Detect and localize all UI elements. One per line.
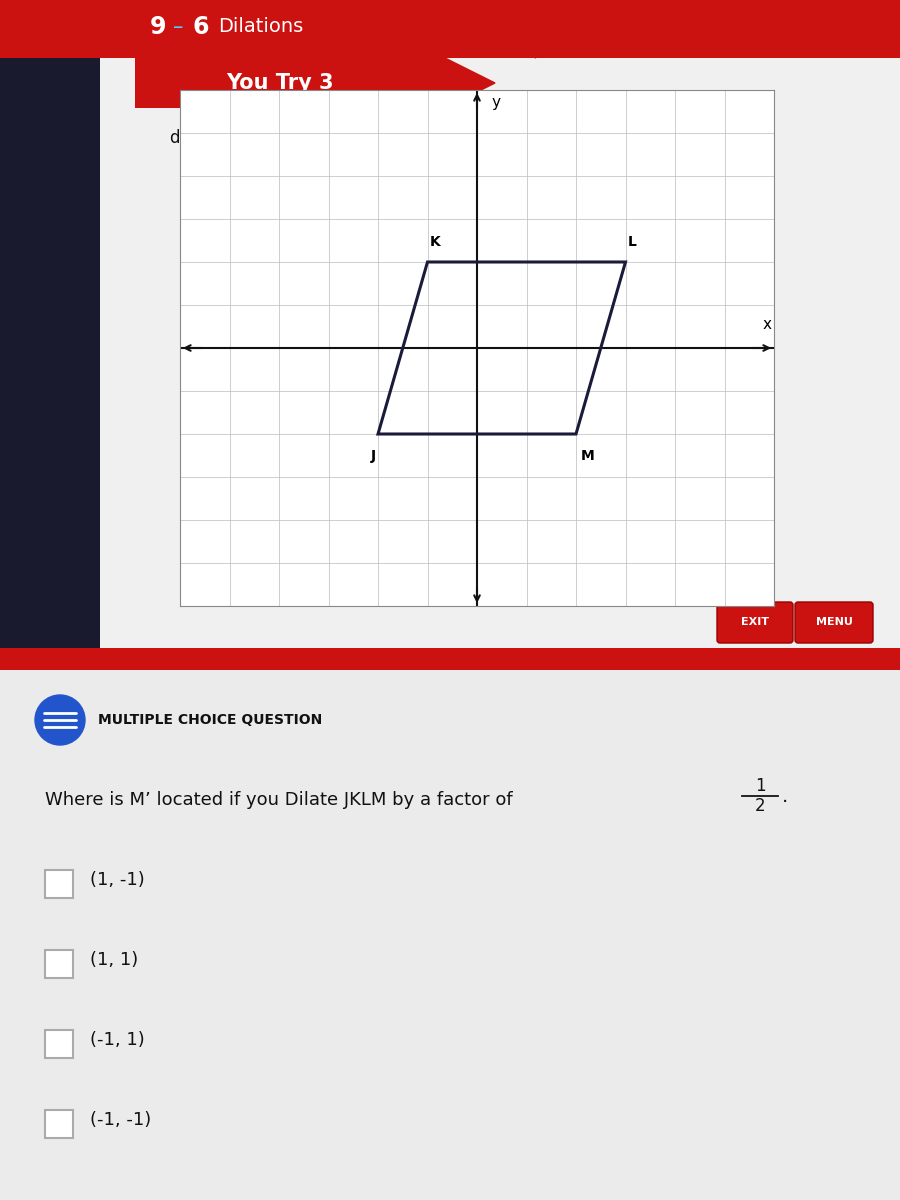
Text: 1: 1 [302,115,313,133]
Bar [0,0,100,648]
Bar [135,58,445,108]
Bar [45,1110,73,1138]
Text: EXIT: EXIT [741,617,769,626]
Text: 9: 9 [150,14,166,38]
Text: 1: 1 [755,778,765,794]
Bar [0,0,900,58]
Polygon shape [445,58,495,108]
Bar [45,870,73,898]
Text: Dilations: Dilations [218,18,303,36]
Text: MULTIPLE CHOICE QUESTION: MULTIPLE CHOICE QUESTION [98,713,322,727]
Text: (-1, -1): (-1, -1) [90,1111,151,1129]
Text: 2: 2 [755,797,765,815]
Circle shape [35,695,85,745]
Polygon shape [535,0,590,58]
Text: dilation of: dilation of [170,128,253,146]
Text: M: M [581,449,595,463]
FancyBboxPatch shape [795,602,873,643]
Text: –: – [173,17,184,37]
Text: .: . [782,786,788,805]
Text: (1, 1): (1, 1) [90,950,139,970]
Text: K: K [430,235,441,250]
Text: 6: 6 [193,14,210,38]
Bar [45,950,73,978]
Bar [135,0,535,58]
Text: (1, -1): (1, -1) [90,871,145,889]
Text: You Try 3: You Try 3 [226,73,334,92]
Bar [45,1030,73,1058]
Text: y: y [492,96,501,110]
Bar [100,58,900,648]
Bar [0,648,900,670]
Text: J: J [371,449,375,463]
Text: Where is M’ located if you Dilate JKLM by a factor of: Where is M’ located if you Dilate JKLM b… [45,791,513,809]
Text: 2: 2 [302,136,313,154]
Text: (-1, 1): (-1, 1) [90,1031,145,1049]
FancyBboxPatch shape [717,602,793,643]
Text: MENU: MENU [815,617,852,626]
Text: L: L [628,235,637,250]
Text: x: x [762,317,771,331]
